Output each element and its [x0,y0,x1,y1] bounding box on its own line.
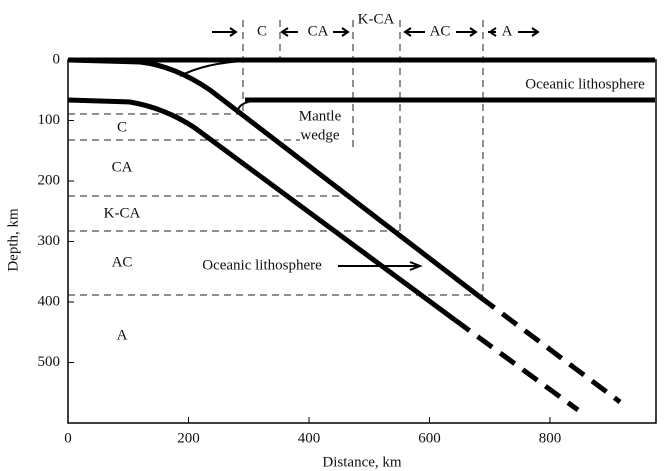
top-zone-label: C [257,23,267,39]
annotation: Oceanic lithosphere [525,76,645,92]
y-tick-label: 500 [38,354,61,370]
top-zone-label: K-CA [358,11,395,27]
top-zone-label: AC [430,23,451,39]
y-tick-label: 200 [38,172,61,188]
zone-label: CA [112,159,133,175]
zone-label: C [117,119,127,135]
x-tick-label: 600 [418,430,441,446]
plates [67,57,655,413]
zone-label: AC [112,254,133,270]
x-axis-label: Distance, km [322,454,401,470]
y-tick-label: 0 [53,51,61,67]
y-axis-label: Depth, km [5,208,21,272]
x-tick-label: 0 [64,430,72,446]
zone-label: A [117,327,128,343]
top-zone-label: A [502,23,513,39]
y-tick-label: 300 [38,233,61,249]
annotation: Oceanic lithosphere [202,257,322,273]
guides [68,20,540,296]
x-tick-label: 800 [539,430,562,446]
top-zone-label: CA [308,23,329,39]
y-tick-label: 100 [38,112,61,128]
annotation: Mantle [299,108,342,124]
x-tick-label: 200 [177,430,200,446]
zone-label: K-CA [104,205,141,221]
annotation: wedge [300,127,339,143]
x-tick-label: 400 [298,430,321,446]
y-tick-label: 400 [38,293,61,309]
